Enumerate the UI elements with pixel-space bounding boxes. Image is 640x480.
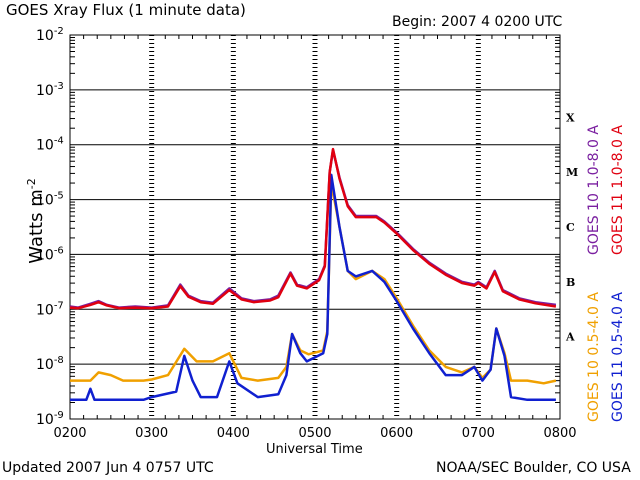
y-tick-label: 10-3 (36, 81, 64, 99)
flare-class-label: X (566, 111, 575, 124)
flare-class-label: A (565, 331, 575, 344)
chart-title: GOES Xray Flux (1 minute data) (6, 1, 246, 19)
plot-frame (69, 34, 561, 420)
legend-goes11-short: GOES 11 0.5-4.0 A (610, 292, 626, 422)
y-tick-label: 10-6 (36, 245, 64, 263)
legend-goes11-long: GOES 11 1.0-8.0 A (610, 125, 626, 255)
x-tick-label: 0800 (543, 426, 576, 441)
x-tick-label: 0400 (217, 426, 250, 441)
legend-goes10-short: GOES 10 0.5-4.0 A (586, 292, 602, 422)
x-tick-label: 0200 (53, 426, 86, 441)
x-tick-label: 0500 (298, 426, 331, 441)
updated-time: Updated 2007 Jun 4 0757 UTC (2, 460, 214, 476)
begin-time: Begin: 2007 4 0200 UTC (392, 14, 563, 30)
credit-text: NOAA/SEC Boulder, CO USA (436, 460, 631, 476)
y-tick-label: 10-5 (36, 191, 64, 209)
flare-class-label: C (566, 221, 575, 234)
series-line (70, 173, 556, 402)
series-line (69, 147, 557, 310)
y-tick-label: 10-9 (36, 410, 64, 428)
x-tick-label: 0600 (380, 426, 413, 441)
x-tick-label: 0700 (462, 426, 495, 441)
y-tick-label: 10-8 (36, 355, 64, 373)
y-tick-label: 10-4 (36, 136, 64, 154)
y-tick-label: 10-7 (36, 300, 64, 318)
legend-goes10-long: GOES 10 1.0-8.0 A (586, 125, 602, 255)
y-tick-label: 10-2 (36, 26, 64, 44)
flare-class-label: M (566, 166, 578, 179)
flare-class-label: B (566, 276, 575, 289)
x-tick-label: 0300 (135, 426, 168, 441)
x-axis-label: Universal Time (266, 442, 363, 457)
